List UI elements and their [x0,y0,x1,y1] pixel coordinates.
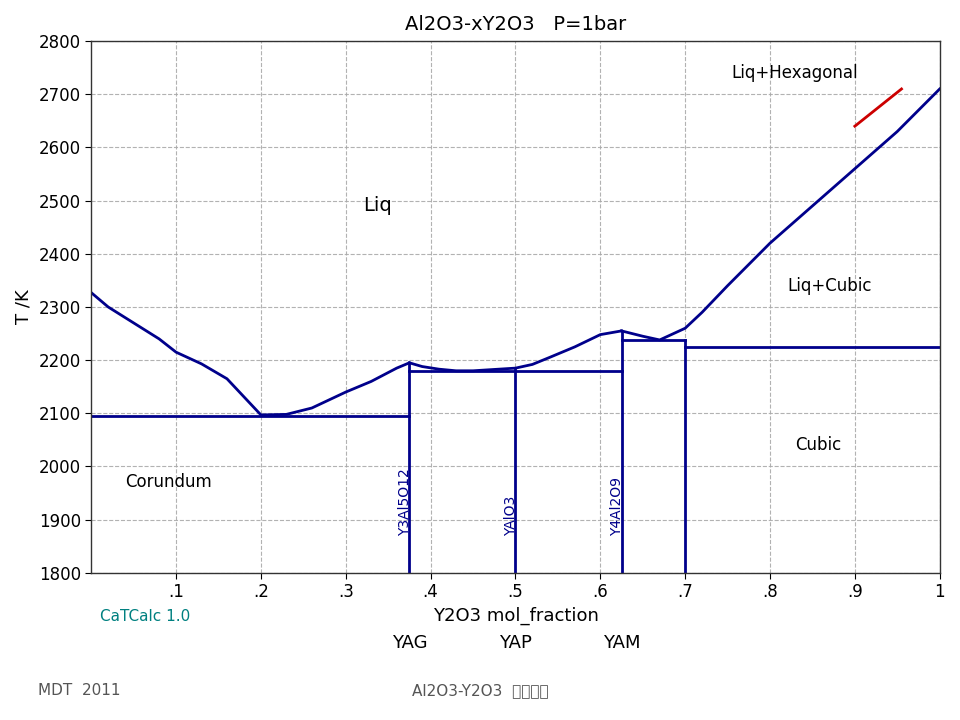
Text: Y3Al5O12: Y3Al5O12 [398,468,412,536]
Text: Corundum: Corundum [125,474,212,492]
Text: Liq+Hexagonal: Liq+Hexagonal [732,64,858,82]
Text: YAlO3: YAlO3 [504,495,518,536]
Text: YAM: YAM [603,634,640,652]
Text: Liq+Cubic: Liq+Cubic [787,276,872,294]
Text: YAP: YAP [499,634,532,652]
X-axis label: Y2O3 mol_fraction: Y2O3 mol_fraction [433,607,598,625]
Y-axis label: T /K: T /K [15,289,33,324]
Title: Al2O3-xY2O3   P=1bar: Al2O3-xY2O3 P=1bar [405,15,626,34]
Text: YAG: YAG [392,634,427,652]
Text: Al2O3-Y2O3  縦断面図: Al2O3-Y2O3 縦断面図 [412,683,548,698]
Text: MDT  2011: MDT 2011 [38,683,121,698]
Text: CaTCalc 1.0: CaTCalc 1.0 [100,609,190,624]
Text: Liq: Liq [363,197,392,215]
Text: Y4Al2O9: Y4Al2O9 [611,477,624,536]
Text: Cubic: Cubic [796,436,842,454]
